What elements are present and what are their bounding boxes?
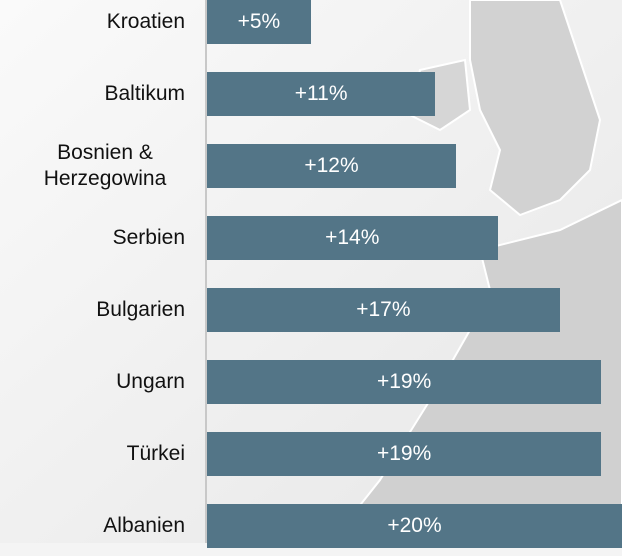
value-label: +11% (294, 82, 348, 105)
value-label: +19% (376, 370, 432, 393)
value-label: +17% (356, 298, 411, 321)
category-text: Bulgarien (96, 297, 185, 321)
category-text: Ungarn (116, 369, 185, 393)
category-label: Bulgarien (0, 280, 185, 340)
category-label: Baltikum (0, 64, 185, 124)
category-label: Türkei (0, 424, 185, 484)
axis-line (205, 0, 207, 543)
category-text: Baltikum (104, 81, 185, 105)
category-label: Serbien (0, 208, 185, 268)
category-label: Kroatien (0, 0, 185, 52)
category-text: Serbien (112, 225, 185, 249)
bar: +20% (207, 504, 622, 548)
value-label: +12% (304, 154, 359, 177)
bar: +19% (207, 360, 602, 404)
category-text: Albanien (103, 513, 185, 537)
value-label: +5% (237, 10, 281, 33)
bar: +19% (207, 432, 602, 476)
category-text: Türkei (126, 441, 185, 465)
value-label: +20% (387, 514, 442, 537)
category-label: Bosnien & Herzegowina (0, 136, 185, 196)
bar: +14% (207, 216, 498, 260)
bar: +11% (207, 72, 436, 116)
bar: +12% (207, 144, 456, 188)
value-label: +14% (325, 226, 380, 249)
value-label: +19% (376, 442, 432, 465)
category-text: Kroatien (106, 9, 185, 33)
category-label: Ungarn (0, 352, 185, 412)
bar: +17% (207, 288, 560, 332)
category-text: Bosnien & Herzegowina (43, 140, 167, 190)
bar: +5% (207, 0, 311, 44)
category-label: Albanien (0, 496, 185, 556)
